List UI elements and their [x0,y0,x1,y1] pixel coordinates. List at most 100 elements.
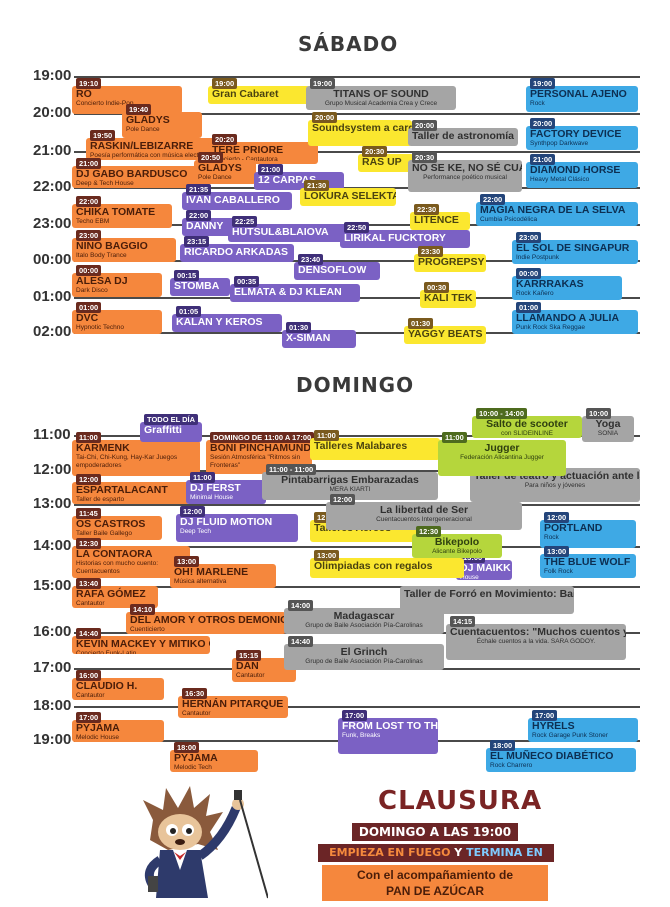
event-name: DJ FERST [190,482,241,494]
event-name: CHIKA TOMATE [76,206,156,218]
event-name: Gran Cabaret [212,88,279,100]
event-subtitle: Cantautor [76,600,105,607]
event-name: 12 CARPAS [258,174,317,186]
event-time-tag: 00:00 [516,268,542,279]
event-block: DJ GABO BARDUSCO Deep & Tech House [72,166,202,188]
event-name: CLAUDIO H. [76,680,138,692]
hour-gridline [74,586,640,588]
event-block: TITANS OF SOUND Grupo Musical Academia Cr… [306,86,456,110]
event-block: DIAMOND HORSE Heavy Metal Clásico [526,162,638,188]
event-block: EL MUÑECO DIABÉTICO Rock Charrero [486,748,636,772]
closure-tagline: EMPIEZA EN FUEGO Y TERMINA EN AGUA [318,844,554,877]
hour-gridline [74,76,640,78]
event-subtitle: Échale cuentos a la vida. SARA GODOY. [476,638,596,645]
event-subtitle: Rock Garage Punk Stoner [532,732,608,739]
event-block: THE BLUE WOLF Folk Rock [540,554,636,578]
event-time-tag: 20:20 [212,134,238,145]
event-block: NO SE KE, NO SÉ CUANTOPerformance poétic… [408,160,522,192]
event-name: DJ GABO BARDUSCO [76,168,188,180]
event-subtitle: Historias con mucho cuento: Cuentacuento… [76,560,159,575]
event-block: RAS UP [358,154,414,172]
event-subtitle: Grupo de Baile Asociación Pía-Carolinas [305,658,423,665]
event-name: HERNÁN PITARQUE [182,698,284,710]
event-time-tag: 11:45 [76,508,101,519]
event-block: BONI PINCHAMUNDOSSesión Atmosférica "Rit… [206,440,312,474]
event-time-tag: 01:00 [76,302,102,313]
event-name: NO SE KE, NO SÉ CUANTO [412,162,522,174]
event-name: DANNY [186,220,224,232]
event-name: THE BLUE WOLF [544,556,631,568]
event-time-tag: 11:00 [442,432,467,443]
event-block: X-SIMAN [282,330,356,348]
event-name: LLAMANDO A JULIA [516,312,620,324]
event-time-tag: 23:40 [298,254,324,265]
event-name: IVÁN CABALLERO [186,194,280,206]
event-name: RÔ [76,88,92,100]
event-block: DJ FLUID MOTION Deep Tech [176,514,298,542]
event-name: Salto de scooter [486,418,568,430]
event-name: DJ MAIKK [460,562,511,574]
event-time-tag: 10:00 [586,408,612,419]
event-subtitle: Synthpop Darkwave [530,140,589,147]
event-name: KALI TEK [424,292,473,304]
event-time-tag: 21:00 [530,154,556,165]
event-block: La libertad de Ser Cuentacuentos Intergen… [326,502,522,530]
event-name: HYRELS [532,720,575,732]
event-block: LITENCE [410,212,470,230]
event-time-tag: 17:00 [532,710,558,721]
event-block: OH! MARLENE Música alternativa [170,564,276,588]
event-time-tag: 23:15 [184,236,210,247]
event-name: La libertad de Ser [379,504,469,516]
event-name: OS CASTROS [76,518,146,530]
event-name: DVC [76,312,99,324]
event-name: GLADYS [126,114,170,126]
event-subtitle: Grupo de Baile Asociación Pía-Carolinas [305,622,423,629]
event-subtitle: Para niños y jóvenes [524,482,586,489]
event-name: Taller de astronomía [412,130,514,142]
event-name: EL MUÑECO DIABÉTICO [490,750,614,762]
event-subtitle: Taller de esparto [76,496,125,503]
event-name: NINO BAGGIO [76,240,148,252]
event-name: Graffitti [144,424,182,436]
event-name: RAS UP [362,156,402,168]
event-name: Olimpiadas con regalos [314,560,433,572]
event-block: RAFA GÓMEZ Cantautor [72,586,158,608]
event-subtitle: Cumbia Psicodélica [480,216,538,223]
event-block: DANNY [182,218,238,236]
event-name: TITANS OF SOUND [333,88,429,100]
event-time-tag: 20:00 [312,112,338,123]
event-name: FACTORY DEVICE [530,128,622,140]
event-name: LOKURA SELEKTA [304,190,396,202]
event-subtitle: Concierto - Cantautora [212,156,278,163]
event-block: DVC Hypnotic Techno [72,310,162,334]
event-block: Graffitti [140,422,202,442]
closure-accompaniment: Con el acompañamiento de PAN DE AZÚCAR [322,865,548,901]
event-name: KALAN Y KEROS [176,316,263,328]
event-time-tag: 15:15 [236,650,262,661]
event-block: PROGREPSY [414,254,486,272]
event-name: El Grinch [340,646,388,658]
event-time-tag: 00:30 [424,282,450,293]
event-time-tag: DOMINGO DE 11:00 A 17:00 [210,432,315,443]
event-time-tag: 18:00 [174,742,200,753]
event-block: PYJAMA Melodic House [72,720,164,742]
event-name: ESPARTALACANT [76,484,168,496]
event-name: Pintabarrigas Embarazadas [281,474,419,486]
event-block: Jugger Federación Alicantina Jugger [438,440,566,476]
time-label: 11:00 [33,426,71,443]
event-block: HERNÁN PITARQUE Cantautor [178,696,288,718]
event-subtitle: Rock Charrero [490,762,533,769]
event-block: LOKURA SELEKTA [300,188,396,206]
event-time-tag: 12:00 [330,494,356,505]
event-subtitle: Grupo Musical Academia Crea y Crece [324,100,438,107]
event-name: Madagascar [333,610,395,622]
closure-title: CLAUSURA [378,786,543,816]
event-subtitle: Rock Kañero [516,290,554,297]
event-name: MAGIA NEGRA DE LA SELVA [480,204,626,216]
event-block: Yoga SONIA [582,416,634,442]
event-subtitle: Melodic Tech [174,764,212,771]
event-name: DEL AMOR Y OTROS DEMONIOS [130,614,286,626]
event-time-tag: 21:00 [258,164,284,175]
time-label: 01:00 [33,288,72,305]
hour-gridline [74,113,640,115]
